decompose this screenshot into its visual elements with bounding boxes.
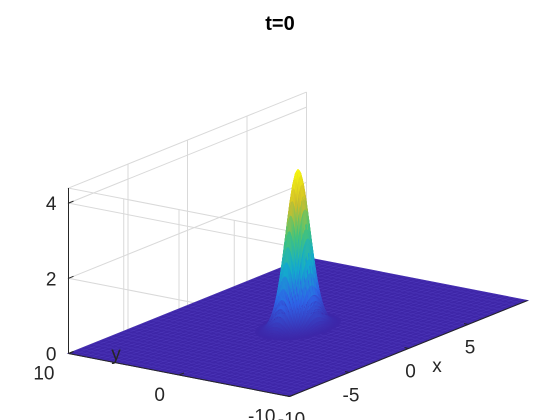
mesh-line [140, 271, 379, 368]
x-tick-mark [344, 371, 350, 373]
mesh-line [134, 270, 373, 367]
mesh-line [256, 293, 495, 391]
mesh-line [261, 294, 500, 392]
x-tick-label: -10 [278, 410, 305, 420]
mesh-line [234, 289, 473, 386]
z-tick-label: 2 [46, 269, 57, 290]
x-tick-label: -5 [343, 386, 360, 407]
z-tick-label: 4 [46, 194, 57, 215]
x-axis-label: x [432, 356, 442, 377]
y-tick-mark [289, 394, 295, 397]
axis-lines [68, 188, 528, 397]
surface-patch [336, 317, 341, 319]
x-tick-label: 0 [405, 362, 416, 383]
mesh-line [73, 258, 313, 355]
x-tick-mark [285, 395, 290, 397]
mesh-line [217, 286, 456, 383]
y-tick-label: 10 [33, 364, 54, 385]
z-tick-mark [68, 275, 74, 279]
mesh-line [239, 290, 478, 387]
chart-title: t=0 [265, 13, 294, 35]
surface-patch [330, 314, 334, 316]
mesh-line [79, 259, 318, 356]
x-tick-mark [404, 347, 409, 349]
z-tick-mark [68, 200, 74, 204]
y-axis-label: y [111, 344, 121, 365]
mesh-line [245, 291, 484, 389]
mesh-line [129, 269, 368, 366]
mesh-line [212, 285, 451, 382]
x-tick-mark [463, 323, 469, 325]
surface-patch [337, 319, 342, 321]
mesh-line [272, 297, 511, 394]
y-tick-mark [178, 372, 185, 376]
mesh-line [250, 292, 489, 390]
x-tick-label: 5 [465, 338, 476, 359]
y-tick-label: 0 [154, 385, 165, 406]
mesh-line [123, 268, 362, 365]
mesh-line [267, 296, 506, 393]
mesh-line [145, 272, 384, 369]
z-tick-label: 0 [46, 345, 57, 366]
mesh-line [223, 287, 462, 384]
surface-patch [334, 315, 338, 318]
mesh-line [228, 288, 467, 385]
y-tick-label: -10 [248, 407, 275, 420]
mesh-line [283, 299, 523, 396]
mesh-line [278, 298, 517, 395]
mesh-line [68, 257, 307, 354]
z-tick-mark [68, 351, 74, 354]
surface-mesh [66, 168, 530, 398]
